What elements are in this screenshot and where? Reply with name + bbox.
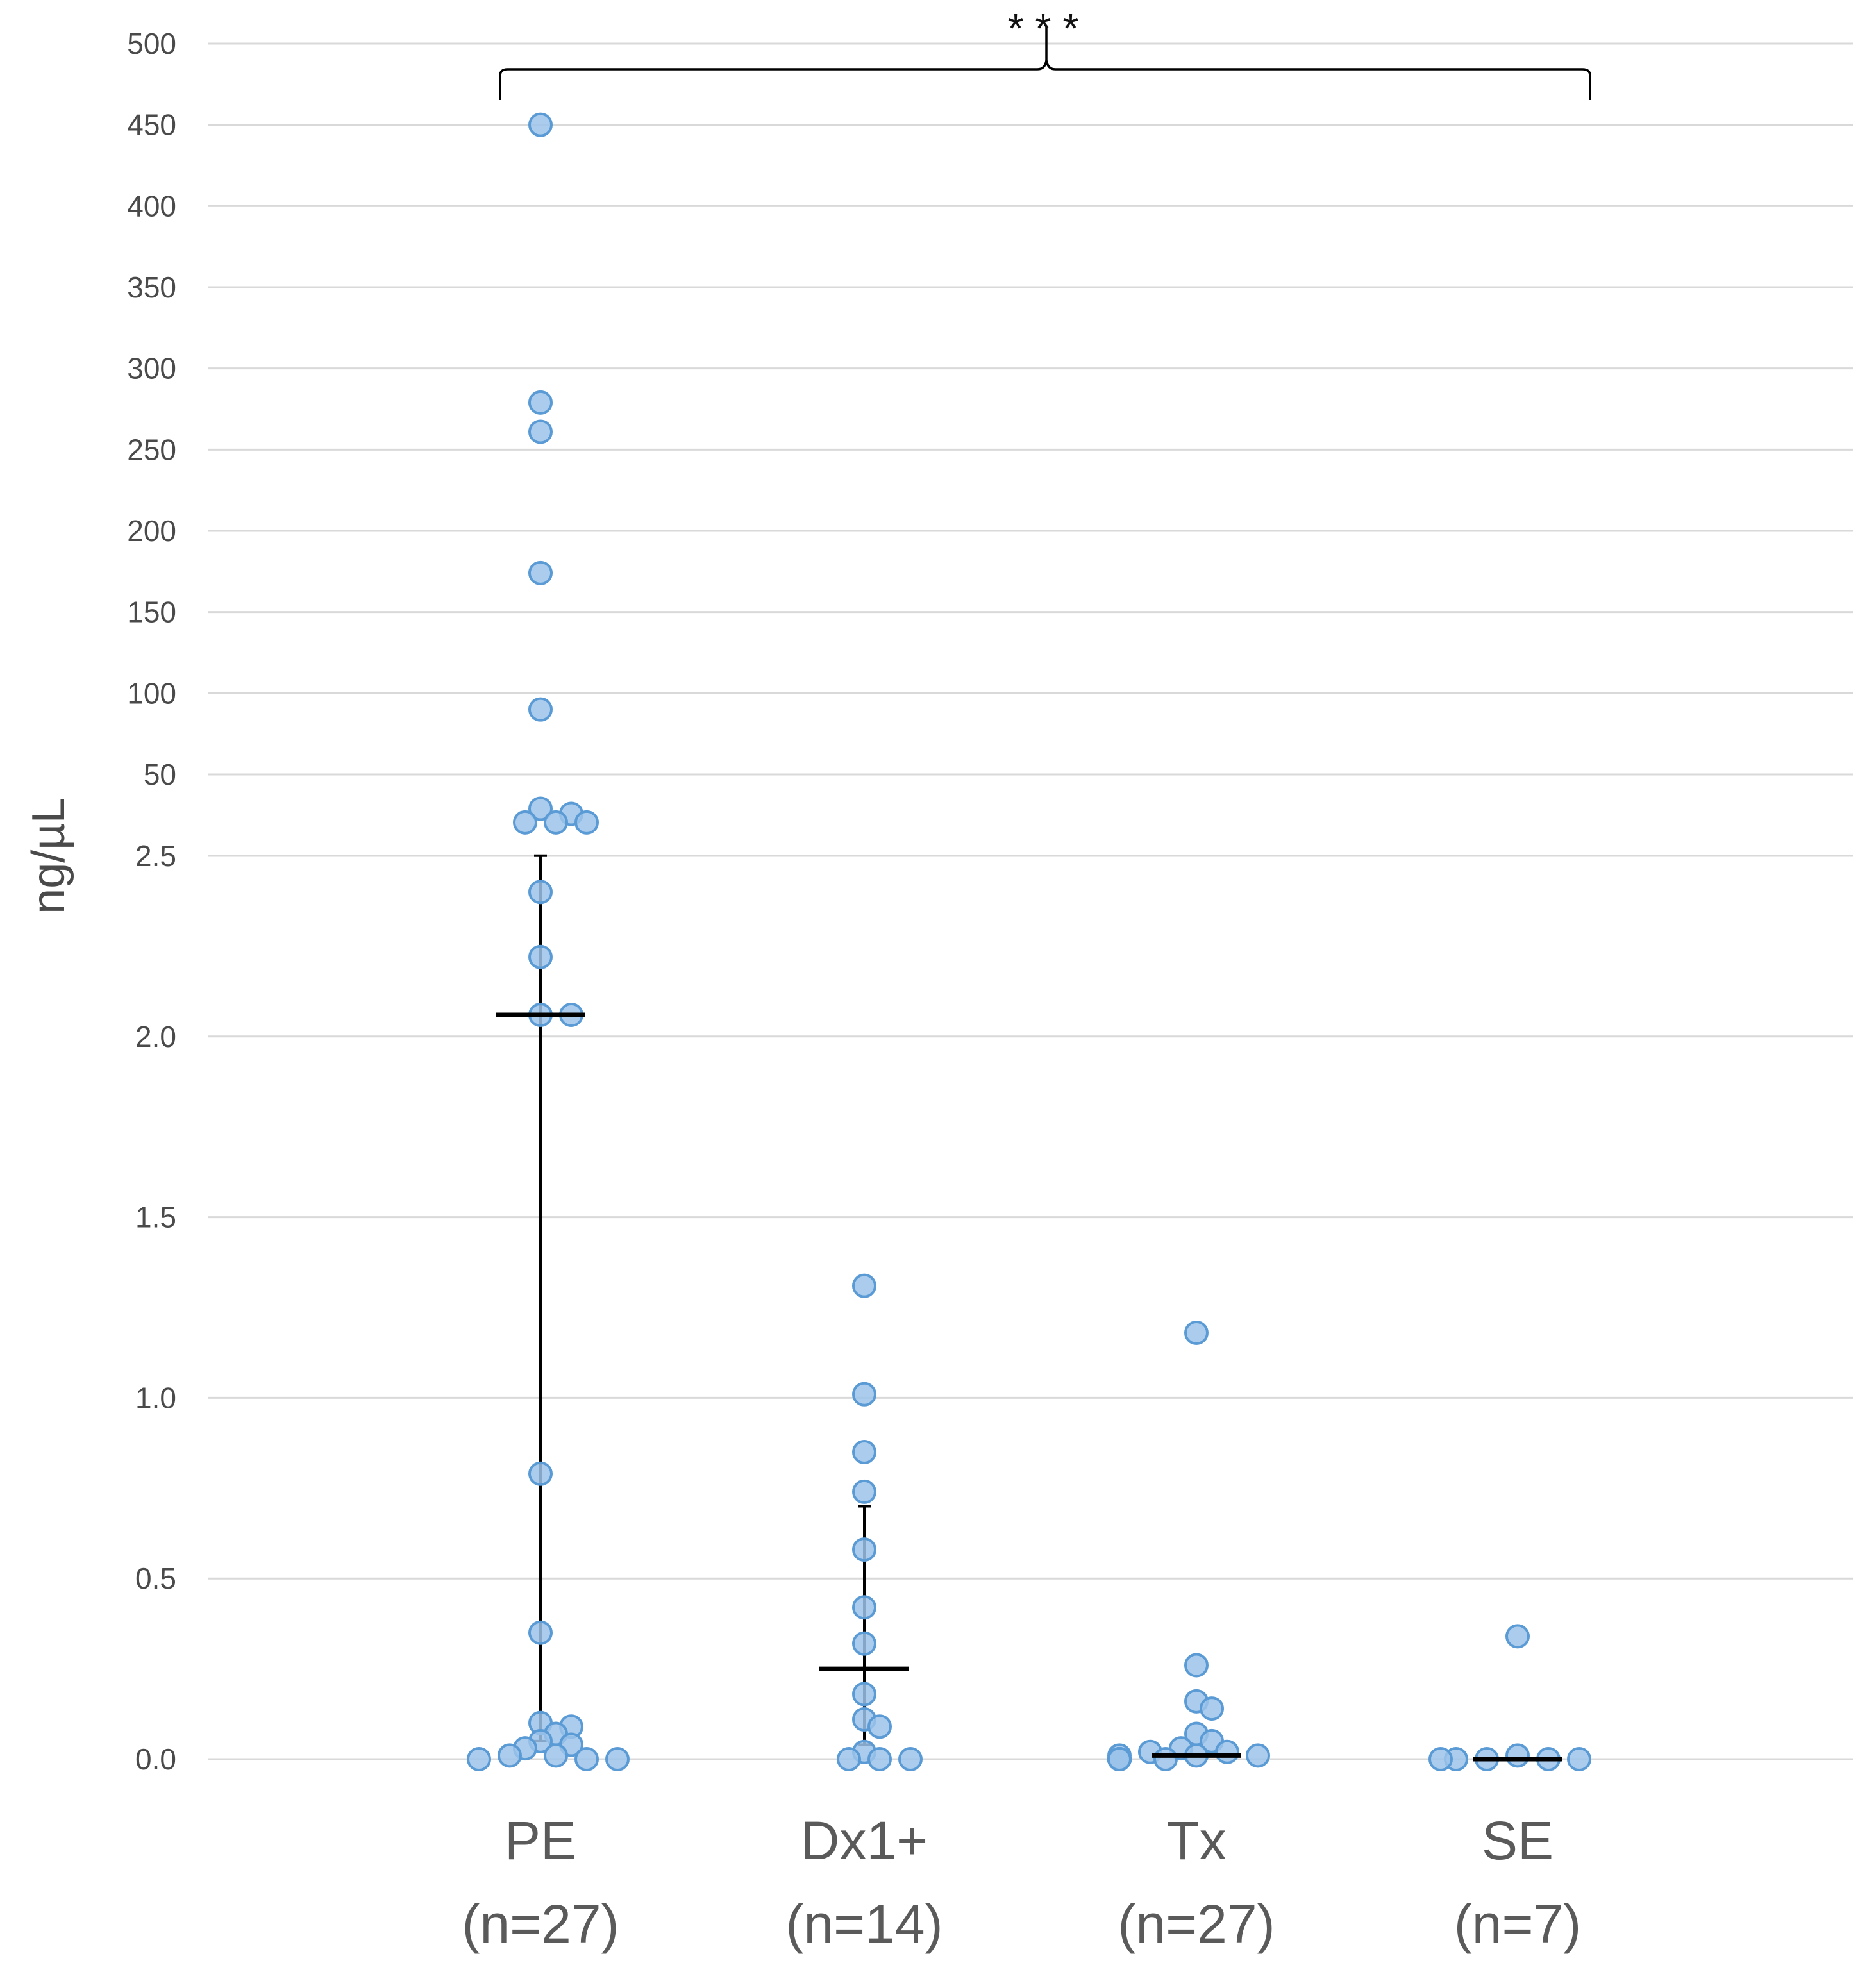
data-point-pe: [544, 810, 568, 835]
data-point-dx1: [852, 1273, 876, 1298]
data-point-dx1: [898, 1747, 923, 1771]
y-tick-label: 2.0: [135, 1020, 176, 1053]
y-tick-label: 0.5: [135, 1562, 176, 1595]
significance-label: ***: [1008, 5, 1091, 51]
data-point-tx: [1184, 1653, 1209, 1678]
data-point-pe: [528, 944, 553, 969]
data-point-pe: [574, 1747, 599, 1771]
category-n-label-dx1: (n=14): [785, 1894, 942, 1954]
data-point-dx1: [852, 1537, 876, 1562]
data-points: [467, 112, 1591, 1771]
data-point-tx: [1215, 1739, 1239, 1764]
data-point-pe: [528, 560, 553, 585]
y-tick-label: 150: [127, 596, 176, 629]
data-point-pe: [513, 810, 537, 835]
category-n-label-tx: (n=27): [1118, 1894, 1275, 1954]
median-lines: [496, 1012, 1562, 1762]
data-point-pe: [528, 390, 553, 415]
data-point-tx: [1246, 1743, 1270, 1768]
category-label-dx1: Dx1+: [801, 1810, 928, 1871]
data-point-dx1: [852, 1439, 876, 1464]
data-point-dx1: [852, 1382, 876, 1407]
y-tick-label: 2.5: [135, 839, 176, 873]
category-label-se: SE: [1482, 1810, 1554, 1871]
data-point-pe: [528, 796, 553, 821]
category-label-tx: Tx: [1166, 1810, 1226, 1871]
data-point-pe: [605, 1747, 630, 1771]
category-n-label-se: (n=7): [1454, 1894, 1581, 1954]
y-tick-label: 500: [127, 27, 176, 60]
category-labels: PE (n=27) Dx1+ (n=14) Tx (n=27) SE (n=7): [462, 1810, 1581, 1954]
data-point-pe: [528, 1461, 553, 1486]
gridlines: [208, 42, 1853, 1760]
y-tick-label: 1.5: [135, 1201, 176, 1234]
data-point-dx1: [867, 1714, 892, 1739]
category-n-label-pe: (n=27): [462, 1894, 619, 1954]
data-point-tx: [1107, 1747, 1132, 1771]
data-point-se: [1428, 1747, 1453, 1771]
data-point-pe: [528, 419, 553, 444]
category-label-pe: PE: [505, 1810, 576, 1871]
data-point-dx1: [852, 1631, 876, 1656]
data-point-pe: [528, 697, 553, 722]
data-point-dx1: [837, 1747, 861, 1771]
y-axis-title: ng/µL: [23, 798, 74, 914]
data-point-pe: [528, 112, 553, 137]
data-point-dx1: [852, 1595, 876, 1620]
y-tick-label: 1.0: [135, 1381, 176, 1414]
y-tick-label: 450: [127, 108, 176, 142]
y-axis-ticks: 500 450 400 350 300 250 200 150 100 50 2.5 2.0 1.5 1.…: [127, 27, 176, 1776]
significance-bracket: ***: [499, 5, 1591, 100]
data-point-dx1: [852, 1682, 876, 1707]
y-tick-label: 200: [127, 514, 176, 547]
data-point-tx: [1153, 1747, 1178, 1771]
data-point-tx: [1184, 1320, 1209, 1345]
y-tick-label: 300: [127, 352, 176, 385]
data-point-tx: [1200, 1696, 1224, 1721]
data-point-pe: [528, 880, 553, 905]
data-point-dx1: [852, 1479, 876, 1504]
data-point-se: [1567, 1747, 1591, 1771]
error-bars: [534, 854, 871, 1746]
y-tick-label: 100: [127, 676, 176, 710]
data-point-pe: [574, 810, 599, 835]
y-tick-label: 350: [127, 271, 176, 304]
data-point-pe: [544, 1743, 568, 1768]
data-point-se: [1505, 1624, 1530, 1649]
data-point-se: [1505, 1743, 1530, 1768]
data-point-pe: [528, 1620, 553, 1645]
data-point-pe: [498, 1743, 522, 1768]
error-bar-pe: [534, 854, 547, 1742]
data-point-pe: [467, 1747, 491, 1771]
y-tick-label: 50: [144, 758, 176, 791]
y-tick-label: 400: [127, 189, 176, 222]
y-tick-label: 0.0: [135, 1742, 176, 1776]
y-tick-label: 250: [127, 433, 176, 466]
data-point-dx1: [867, 1747, 892, 1771]
significance-bracket-line: [499, 26, 1591, 100]
